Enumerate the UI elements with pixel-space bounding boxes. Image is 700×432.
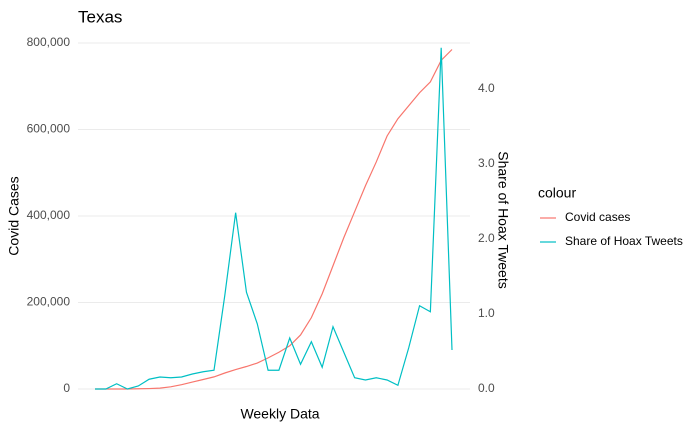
x-axis-label: Weekly Data [240,406,319,422]
y-tick-label: 400,000 [27,208,71,222]
y-tick-label: 600,000 [27,122,71,136]
series-line [95,47,453,390]
y2-tick-label: 4.0 [478,81,495,95]
y-axis-label: Covid Cases [6,176,22,255]
y-tick-label: 800,000 [27,35,71,49]
legend-label: Covid cases [565,210,630,224]
y2-axis-label: Share of Hoax Tweets [495,151,511,288]
legend-title: colour [538,185,576,201]
series-line [95,49,453,390]
y-tick-label: 0 [63,381,70,395]
y2-tick-label: 3.0 [478,156,495,170]
y-tick-label: 200,000 [27,295,71,309]
chart-title: Texas [78,7,122,26]
y2-tick-label: 0.0 [478,381,495,395]
y2-tick-label: 2.0 [478,231,495,245]
y2-tick-label: 1.0 [478,306,495,320]
legend-label: Share of Hoax Tweets [565,234,683,248]
